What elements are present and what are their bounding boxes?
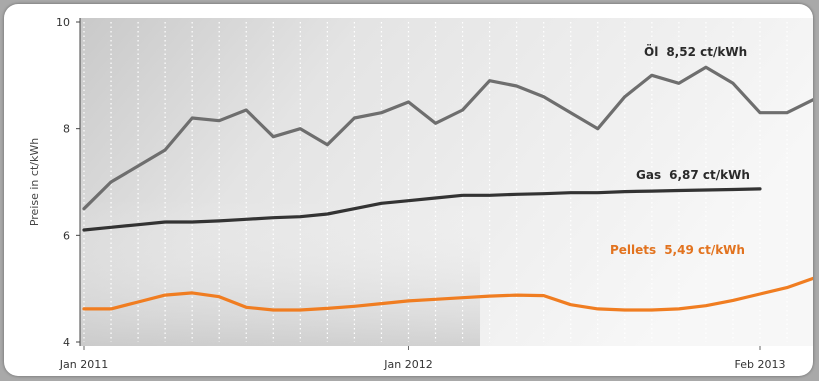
series-name: Pellets — [610, 243, 656, 257]
series-line--l — [82, 65, 813, 211]
grid-lines — [83, 22, 788, 342]
x-tick-label: Feb 2013 — [735, 358, 786, 371]
y-tick-label: 10 — [56, 16, 70, 29]
y-tick-label: 4 — [63, 336, 70, 349]
series-value: 5,49 ct/kWh — [664, 243, 745, 257]
y-axis-title: Preise in ct/kWh — [28, 138, 41, 226]
x-axis: Jan 2011 Jan 2012 Feb 2013 — [59, 346, 786, 371]
series-label: Öl 8,52 ct/kWh — [644, 44, 747, 59]
series-value: 8,52 ct/kWh — [666, 45, 747, 59]
line-chart: 4 6 8 10 Preise in ct/kWh Jan 2011 Jan 2012 Fe… — [28, 16, 813, 371]
y-tick-label: 6 — [63, 229, 70, 242]
x-tick-label: Jan 2011 — [59, 358, 108, 371]
series-label: Gas 6,87 ct/kWh — [636, 168, 750, 182]
chart-frame: 4 6 8 10 Preise in ct/kWh Jan 2011 Jan 2012 Fe… — [4, 4, 813, 376]
series-line-pellets — [82, 276, 813, 312]
series-value: 6,87 ct/kWh — [669, 168, 750, 182]
y-axis: 4 6 8 10 Preise in ct/kWh — [28, 16, 81, 349]
x-tick-label: Jan 2012 — [383, 358, 432, 371]
series-name: Öl — [644, 44, 658, 59]
y-tick-label: 8 — [63, 123, 70, 136]
series-name: Gas — [636, 168, 661, 182]
series-label: Pellets 5,49 ct/kWh — [610, 243, 745, 257]
series-line-gas — [82, 187, 762, 232]
series-labels: Öl 8,52 ct/kWh Gas 6,87 ct/kWh Pellets 5,49 c… — [610, 44, 750, 257]
series-lines — [82, 65, 813, 312]
plot-area-shade — [80, 18, 480, 346]
